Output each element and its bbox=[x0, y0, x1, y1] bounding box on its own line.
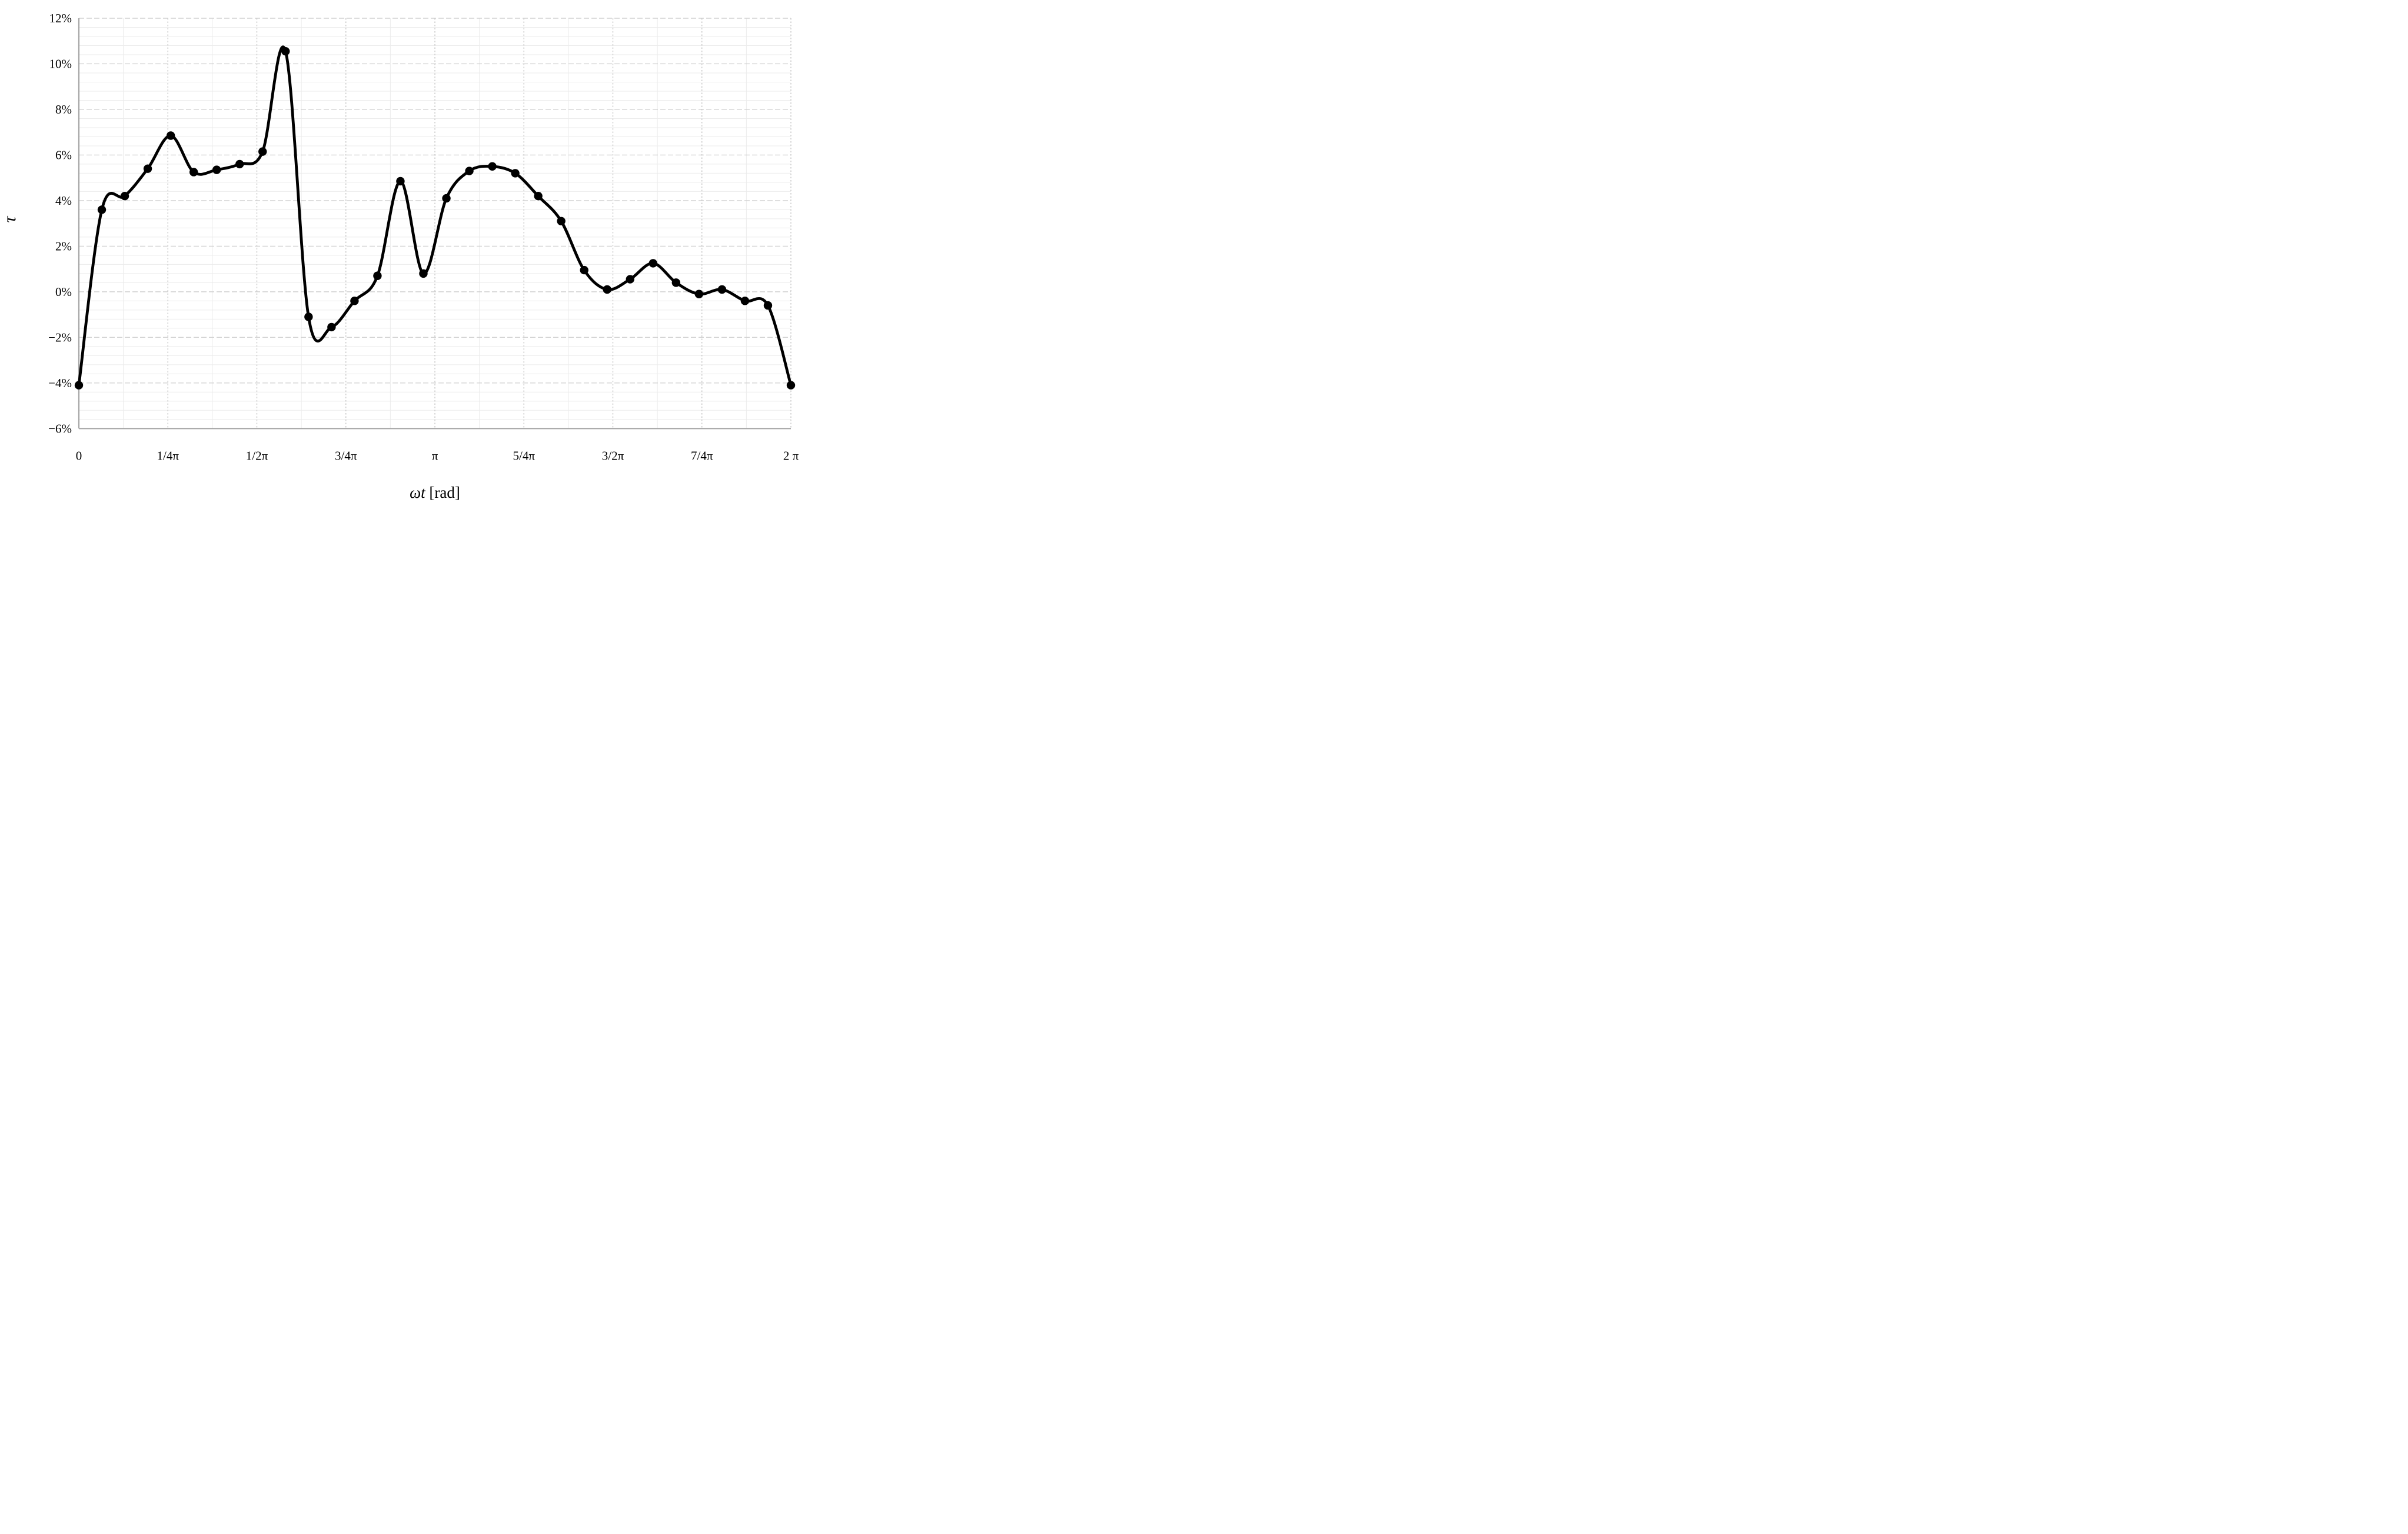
data-point-marker bbox=[557, 217, 566, 225]
y-axis-title-text: τ bbox=[0, 216, 19, 223]
data-point-marker bbox=[442, 194, 451, 203]
data-point-marker bbox=[603, 285, 611, 294]
x-axis-title: ωt [rad] bbox=[0, 484, 870, 502]
data-point-marker bbox=[327, 322, 336, 332]
data-point-marker bbox=[626, 275, 634, 284]
data-point-marker bbox=[465, 167, 474, 175]
y-tick-label: 10% bbox=[49, 56, 72, 71]
x-tick-label: 5/4π bbox=[513, 448, 536, 462]
x-tick-label: π bbox=[432, 448, 438, 462]
data-point-marker bbox=[97, 205, 107, 214]
data-point-marker bbox=[671, 278, 681, 287]
data-point-marker bbox=[258, 147, 267, 156]
y-tick-label: 12% bbox=[49, 11, 72, 25]
x-tick-label: 7/4π bbox=[691, 448, 713, 462]
data-point-marker bbox=[740, 297, 750, 305]
data-point-marker bbox=[511, 169, 520, 178]
data-point-marker bbox=[717, 285, 727, 294]
x-tick-label: 0 bbox=[76, 448, 82, 462]
y-tick-label: 8% bbox=[55, 102, 72, 117]
data-point-marker bbox=[373, 271, 382, 280]
data-point-marker bbox=[166, 131, 175, 140]
x-axis-title-unit: [rad] bbox=[425, 484, 460, 501]
y-axis-title: τ bbox=[0, 208, 33, 231]
data-point-marker bbox=[488, 162, 497, 171]
y-tick-label: −6% bbox=[48, 421, 72, 435]
data-point-marker bbox=[763, 301, 773, 310]
data-point-marker bbox=[74, 381, 84, 390]
major-gridlines bbox=[79, 18, 791, 429]
line-chart: 12% 10% 8% 6% 4% 2% 0% −2% −4% −6% 0 1/4π 1/2π 3/4π π 5… bbox=[48, 11, 799, 462]
data-point-marker bbox=[350, 297, 359, 305]
x-tick-label: 1/2π bbox=[246, 448, 268, 462]
data-point-marker bbox=[281, 46, 290, 56]
data-series bbox=[74, 45, 796, 390]
x-tick-label: 3/4π bbox=[335, 448, 357, 462]
data-point-marker bbox=[304, 312, 313, 321]
x-tick-label: 2 π bbox=[783, 448, 799, 462]
x-tick-label: 3/2π bbox=[602, 448, 624, 462]
x-tick-label: 1/4π bbox=[157, 448, 179, 462]
data-point-marker bbox=[396, 177, 405, 186]
data-point-marker bbox=[786, 381, 796, 390]
data-point-marker bbox=[694, 290, 704, 298]
data-point-marker bbox=[235, 159, 244, 169]
y-tick-label: 6% bbox=[55, 148, 72, 162]
y-tick-label: −4% bbox=[48, 376, 72, 390]
data-point-marker bbox=[212, 165, 221, 174]
data-point-marker bbox=[419, 269, 428, 278]
data-point-marker bbox=[120, 191, 129, 201]
axis-lines bbox=[78, 18, 791, 430]
data-point-marker bbox=[580, 265, 588, 275]
x-axis-title-symbol: ωt bbox=[410, 484, 425, 501]
data-point-marker bbox=[189, 168, 198, 177]
chart-page: 12% 10% 8% 6% 4% 2% 0% −2% −4% −6% 0 1/4π 1/2π 3/4π π 5… bbox=[0, 0, 803, 511]
y-tick-label: −2% bbox=[48, 330, 72, 344]
data-point-marker bbox=[648, 259, 658, 268]
data-point-marker bbox=[143, 164, 152, 173]
y-tick-label: 4% bbox=[55, 194, 72, 208]
data-point-marker bbox=[534, 191, 543, 201]
axis-tick-labels: 12% 10% 8% 6% 4% 2% 0% −2% −4% −6% 0 1/4π 1/2π 3/4π π 5… bbox=[48, 11, 799, 462]
y-tick-label: 0% bbox=[55, 285, 72, 299]
y-tick-label: 2% bbox=[55, 239, 72, 253]
